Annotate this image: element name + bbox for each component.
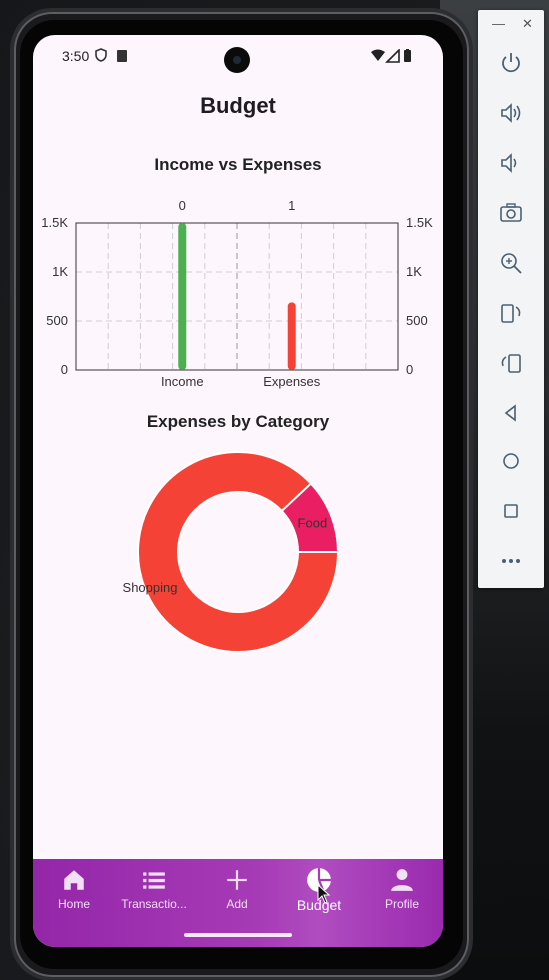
bar-income xyxy=(178,223,187,370)
zoom-button[interactable] xyxy=(496,248,526,278)
wifi-icon xyxy=(371,49,385,61)
bar-expenses xyxy=(287,302,296,370)
zoom-in-icon xyxy=(501,253,522,274)
close-icon[interactable]: ✕ xyxy=(522,16,533,31)
minimize-icon[interactable]: — xyxy=(492,16,505,31)
back-button[interactable] xyxy=(496,398,526,428)
nav-label-home: Home xyxy=(57,897,90,911)
donut-slice-shopping xyxy=(137,451,340,653)
rotate-right-button[interactable] xyxy=(496,348,526,378)
volume-up-icon xyxy=(501,103,521,123)
nav-item-profile[interactable]: Profile xyxy=(361,867,443,927)
donut-label-shopping: Shopping xyxy=(123,580,177,595)
status-time: 3:50 xyxy=(62,48,90,64)
emulator-toolbar: — ✕ xyxy=(478,10,544,588)
nav-label-profile: Profile xyxy=(384,897,419,911)
volume-down-button[interactable] xyxy=(496,148,526,178)
front-camera xyxy=(224,47,250,73)
pie-chart-icon xyxy=(307,868,331,892)
x-tick-label: Income xyxy=(161,374,204,389)
expenses-by-category-donut-chart: Food Shopping xyxy=(123,451,340,653)
shield-icon xyxy=(95,48,107,62)
plus-icon xyxy=(227,870,247,890)
y-tick-label-right: 1K xyxy=(406,264,422,279)
y-tick-label-right: 1.5K xyxy=(406,215,433,230)
nav-item-budget[interactable]: Budget xyxy=(278,867,360,927)
system-status-icons xyxy=(371,49,411,63)
volume-down-icon xyxy=(501,153,517,173)
rotate-left-icon xyxy=(501,304,521,323)
phone-screen: 3:50 Budget Income vs Expenses 0 0 500 500 1… xyxy=(33,35,443,947)
screenshot-button[interactable] xyxy=(496,198,526,228)
mouse-cursor-icon xyxy=(317,884,331,904)
home-icon xyxy=(64,870,84,890)
top-axis-label: 0 xyxy=(179,198,186,213)
y-tick-label-right: 0 xyxy=(406,362,413,377)
y-tick-label-left: 500 xyxy=(46,313,68,328)
donut-label-food: Food xyxy=(298,516,328,531)
power-icon xyxy=(502,53,520,73)
income-expenses-bar-chart: 0 0 500 500 1K 1K 1.5K 1.5K Income 0 Expenses 1 xyxy=(41,198,433,389)
y-tick-label-left: 1.5K xyxy=(41,215,68,230)
home-button[interactable] xyxy=(496,446,526,476)
pie-chart-title: Expenses by Category xyxy=(146,412,330,431)
rotate-right-icon xyxy=(501,354,521,373)
more-icon xyxy=(502,559,520,563)
bar-chart-title: Income vs Expenses xyxy=(154,155,322,174)
back-icon xyxy=(504,404,516,422)
nav-label-transactions: Transactio... xyxy=(121,897,187,911)
rotate-left-button[interactable] xyxy=(496,298,526,328)
nav-label-add: Add xyxy=(226,897,248,911)
signal-icon xyxy=(385,49,400,63)
plot-border xyxy=(75,222,399,371)
y-tick-label-left: 1K xyxy=(52,264,68,279)
overview-button[interactable] xyxy=(496,496,526,526)
nav-item-add[interactable]: Add xyxy=(196,867,278,927)
power-button[interactable] xyxy=(496,48,526,78)
list-icon xyxy=(143,872,165,889)
x-tick-label: Expenses xyxy=(263,374,321,389)
nav-item-transactions[interactable]: Transactio... xyxy=(113,867,195,927)
camera-icon xyxy=(500,203,522,222)
overview-icon xyxy=(504,504,518,518)
y-tick-label-right: 500 xyxy=(406,313,428,328)
top-axis-label: 1 xyxy=(288,198,295,213)
sim-card-icon xyxy=(117,50,127,62)
bottom-navigation-bar: Home Transactio... Add Budget xyxy=(33,859,443,947)
nav-label-budget: Budget xyxy=(296,897,342,913)
status-bar: 3:50 xyxy=(33,35,443,79)
page-title: Budget xyxy=(200,93,276,118)
person-icon xyxy=(391,869,413,891)
nav-item-home[interactable]: Home xyxy=(33,867,115,927)
volume-up-button[interactable] xyxy=(496,98,526,128)
home-gesture-bar[interactable] xyxy=(184,933,292,937)
y-tick-label-left: 0 xyxy=(61,362,68,377)
home-circle-icon xyxy=(503,453,519,469)
battery-icon xyxy=(404,50,411,62)
more-button[interactable] xyxy=(496,546,526,576)
